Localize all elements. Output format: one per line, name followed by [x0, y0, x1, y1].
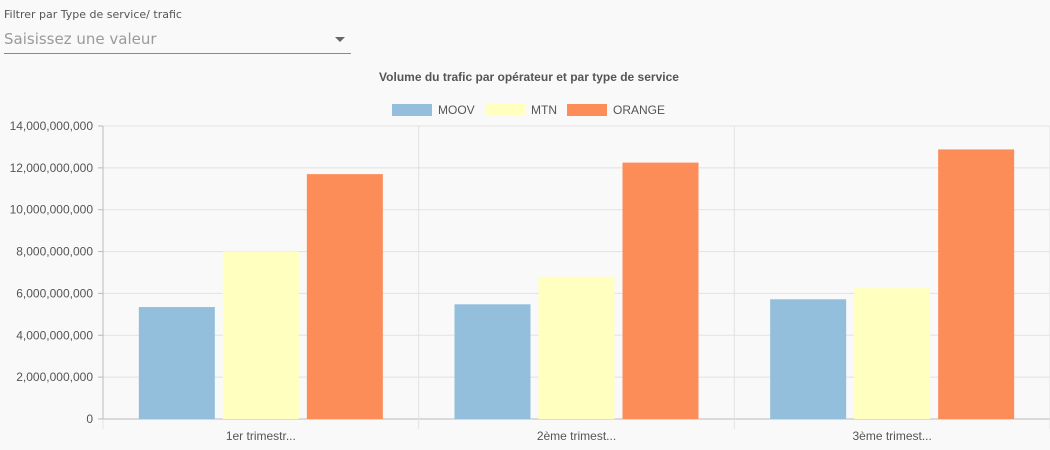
filter-placeholder[interactable]: Saisissez une valeur — [4, 30, 157, 48]
chart-bars — [138, 149, 1015, 419]
y-tick-label: 8,000,000,000 — [16, 245, 93, 259]
x-tick-label: 3ème trimest... — [852, 429, 931, 443]
y-tick-label: 4,000,000,000 — [16, 328, 93, 342]
y-tick-label: 10,000,000,000 — [10, 203, 94, 217]
bar-mtn-3 — [854, 288, 931, 419]
legend-label-mtn: MTN — [531, 103, 557, 117]
chart-legend: MOOV MTN ORANGE — [392, 103, 665, 117]
bar-mtn-1 — [222, 251, 299, 419]
y-tick-label: 12,000,000,000 — [10, 161, 94, 175]
bar-orange-3 — [938, 149, 1015, 419]
traffic-bar-chart: Volume du trafic par opérateur et par ty… — [10, 70, 1050, 443]
x-tick-label: 2ème trimest... — [537, 429, 616, 443]
y-tick-label: 0 — [86, 412, 93, 426]
legend-label-moov: MOOV — [438, 103, 475, 117]
bar-moov-2 — [454, 304, 531, 419]
legend-swatch-mtn — [485, 104, 525, 116]
bar-orange-2 — [622, 162, 699, 419]
service-type-select[interactable]: Saisissez une valeur — [4, 27, 351, 54]
chart-title: Volume du trafic par opérateur et par ty… — [379, 70, 679, 84]
y-tick-label: 2,000,000,000 — [16, 370, 93, 384]
bar-moov-1 — [138, 307, 215, 419]
legend-swatch-orange — [567, 104, 607, 116]
bar-orange-1 — [306, 174, 383, 419]
legend-swatch-moov — [392, 104, 432, 116]
filter-label: Filtrer par Type de service/ trafic — [4, 8, 182, 21]
legend-label-orange: ORANGE — [613, 103, 665, 117]
bar-mtn-2 — [538, 276, 615, 419]
bar-moov-3 — [770, 299, 847, 419]
chevron-down-icon[interactable] — [335, 37, 345, 42]
y-tick-label: 6,000,000,000 — [16, 286, 93, 300]
x-tick-label: 1er trimestr... — [226, 429, 296, 443]
chart-axes: 0 2,000,000,000 4,000,000,000 6,000,000,000… — [10, 119, 932, 443]
y-tick-label: 14,000,000,000 — [10, 119, 94, 133]
service-filter: Filtrer par Type de service/ trafic Sais… — [4, 8, 351, 54]
